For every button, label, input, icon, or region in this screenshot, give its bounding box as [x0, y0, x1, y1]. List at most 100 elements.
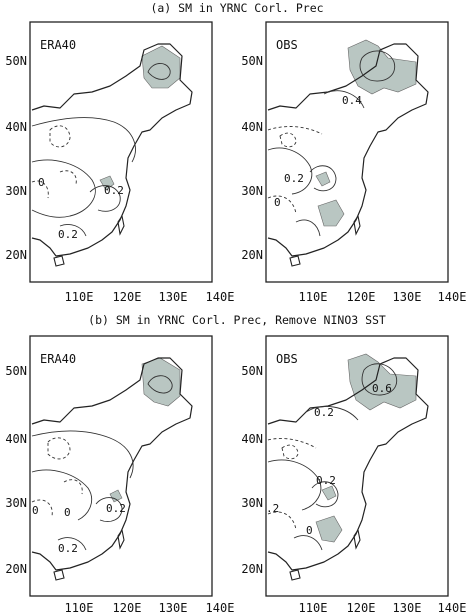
contour-negative [31, 180, 49, 199]
x-ticks-row-a-right: 110E 120E 130E 140E [299, 290, 467, 304]
y-tick-label: 30N [241, 496, 263, 510]
y-tick-label: 40N [241, 120, 263, 134]
x-tick-label: 140E [206, 601, 235, 615]
panel-frame [29, 21, 213, 283]
y-ticks-row-a-right: 50N 40N 30N 20N [241, 54, 263, 262]
contour-positive [147, 375, 173, 394]
y-tick-label: 40N [5, 120, 27, 134]
hainan-island [53, 255, 65, 267]
taiwan-island [353, 528, 361, 550]
x-tick-label: 110E [65, 601, 94, 615]
map-panel-a-era40: ERA40 0 0.2 0.2 [29, 21, 213, 283]
panel-tag-box [273, 37, 303, 53]
x-tick-label: 120E [113, 601, 142, 615]
contour-positive [267, 459, 322, 511]
contour-label: 0.2 [316, 474, 336, 487]
taiwan-island [353, 214, 361, 236]
map-content [31, 43, 193, 267]
taiwan-island [117, 528, 125, 550]
contour-positive [323, 90, 365, 109]
panel-tag-box [37, 351, 81, 367]
china-coastline [267, 357, 429, 571]
y-tick-label: 30N [5, 184, 27, 198]
y-tick-label: 20N [241, 248, 263, 262]
contour-negative [63, 479, 83, 495]
contour-negative [279, 132, 297, 148]
y-ticks-row-a-left: 50N 40N 30N 20N [5, 54, 27, 262]
x-tick-label: 120E [347, 601, 376, 615]
panel-tag: OBS [276, 38, 298, 52]
significance-shading [315, 171, 331, 187]
x-tick-label: 120E [347, 290, 376, 304]
y-ticks-row-b-left: 50N 40N 30N 20N [5, 364, 27, 576]
contour-positive [57, 537, 87, 551]
significance-shading [347, 353, 417, 411]
significance-shading [315, 515, 343, 543]
map-panel-b-obs: OBS 0.6 0.2 0.2 0 .2 [265, 335, 449, 597]
contour-positive [31, 430, 134, 479]
x-tick-label: 130E [393, 290, 422, 304]
contour-positive [267, 147, 313, 195]
contour-label: 0.2 [58, 228, 78, 241]
contour-label: 0.2 [284, 172, 304, 185]
contour-label: 0.2 [314, 406, 334, 419]
contour-negative [267, 437, 317, 449]
contour-positive [311, 481, 339, 508]
row-a-title: (a) SM in YRNC Corl. Prec [150, 1, 323, 15]
map-content [267, 39, 429, 267]
contour-negative [267, 126, 323, 135]
map-panel-a-obs: OBS 0.4 0.2 0 [265, 21, 449, 283]
significance-shading [109, 489, 123, 503]
contour-positive [293, 535, 323, 551]
contour-label: 0 [306, 524, 313, 537]
contour-positive [309, 165, 337, 192]
x-tick-label: 130E [159, 290, 188, 304]
contour-label: 0 [32, 504, 39, 517]
x-tick-label: 110E [299, 601, 328, 615]
china-coastline [31, 357, 193, 571]
x-tick-label: 110E [299, 290, 328, 304]
contour-positive [89, 185, 121, 212]
contour-label: 0 [274, 196, 281, 209]
contour-positive [31, 469, 92, 521]
x-tick-label: 140E [206, 290, 235, 304]
contour-positive [295, 219, 321, 237]
x-ticks-row-a-left: 110E 120E 130E 140E [65, 290, 235, 304]
contour-negative [49, 125, 71, 148]
panel-tag: ERA40 [40, 352, 76, 366]
y-tick-label: 50N [5, 54, 27, 68]
panel-frame [29, 335, 213, 597]
row-b-title: (b) SM in YRNC Corl. Prec, Remove NINO3 … [88, 313, 386, 327]
x-tick-label: 120E [113, 290, 142, 304]
contour-positive [95, 497, 123, 522]
contour-positive [361, 363, 398, 396]
y-tick-label: 50N [241, 364, 263, 378]
x-tick-label: 140E [438, 601, 467, 615]
hainan-island [289, 255, 301, 267]
significance-shading [317, 199, 345, 227]
contour-positive [359, 50, 396, 82]
contour-label: 0.4 [342, 94, 362, 107]
x-tick-label: 130E [159, 601, 188, 615]
contour-label: 0.2 [106, 502, 126, 515]
panel-tag-box [37, 37, 81, 53]
taiwan-island [117, 214, 125, 236]
y-tick-label: 30N [5, 496, 27, 510]
y-ticks-row-b-right: 50N 40N 30N 20N [241, 364, 263, 576]
map-content [267, 353, 429, 581]
contour-positive [31, 117, 136, 163]
significance-shading [141, 357, 181, 407]
significance-shading [347, 39, 417, 95]
contour-label: 0.2 [58, 542, 78, 555]
x-ticks-row-b-right: 110E 120E 130E 140E [299, 601, 467, 615]
y-tick-label: 50N [5, 364, 27, 378]
significance-shading [321, 485, 337, 501]
y-tick-label: 40N [241, 432, 263, 446]
map-panel-b-era40: ERA40 0 0.2 0 0.2 [29, 335, 213, 597]
contour-negative [47, 437, 71, 460]
contour-positive [31, 159, 96, 218]
significance-shading [141, 45, 181, 89]
map-content [31, 357, 193, 581]
y-tick-label: 30N [241, 184, 263, 198]
panel-tag: OBS [276, 352, 298, 366]
